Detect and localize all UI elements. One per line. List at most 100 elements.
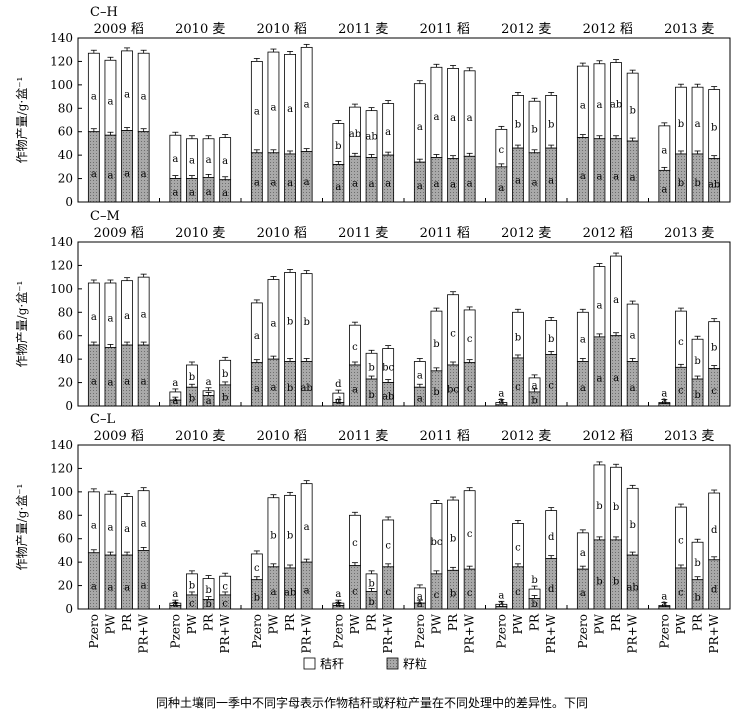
straw-significance-letter: d <box>548 532 555 543</box>
straw-significance-letter: bc <box>382 362 394 373</box>
grain-significance-letter: a <box>433 179 439 190</box>
grain-significance-letter: c <box>467 588 473 599</box>
x-tick-label: Pzero <box>413 614 427 648</box>
grain-bar <box>610 138 622 203</box>
grain-significance-letter: a <box>613 373 619 384</box>
straw-significance-letter: a <box>141 519 147 530</box>
grain-significance-letter: a <box>270 382 276 393</box>
straw-significance-letter: d <box>335 379 342 390</box>
grain-significance-letter: ab <box>382 392 394 403</box>
straw-significance-letter: b <box>515 332 521 343</box>
x-tick-label: PW <box>266 613 280 634</box>
y-tick-label: 120 <box>50 258 73 272</box>
straw-significance-letter: b <box>515 119 521 130</box>
grain-significance-letter: a <box>189 188 195 199</box>
straw-significance-letter: c <box>385 541 391 552</box>
panel-label: C–L <box>90 412 115 427</box>
straw-significance-letter: a <box>417 371 423 382</box>
straw-significance-letter: a <box>124 311 130 322</box>
straw-significance-letter: b <box>450 534 456 545</box>
grain-significance-letter: a <box>141 581 147 592</box>
grain-significance-letter: a <box>661 184 667 195</box>
straw-significance-letter: a <box>630 331 636 342</box>
straw-significance-letter: a <box>254 331 260 342</box>
x-tick-label: PR <box>283 613 297 631</box>
straw-significance-letter: a <box>124 90 130 101</box>
straw-significance-letter: a <box>91 91 97 102</box>
grain-significance-letter: a <box>548 175 554 186</box>
grain-significance-letter: b <box>222 393 228 404</box>
straw-significance-letter: b <box>222 369 228 380</box>
straw-significance-letter: c <box>254 563 260 574</box>
grain-significance-letter: c <box>189 598 195 609</box>
season-label: 2010 麦 <box>175 429 225 444</box>
season-label: 2011 稻 <box>420 429 470 444</box>
grain-significance-letter: ab <box>300 383 312 394</box>
grain-significance-letter: a <box>172 599 178 610</box>
grain-bar <box>626 140 639 203</box>
straw-significance-letter: b <box>711 342 717 353</box>
y-tick-label: 140 <box>50 235 73 249</box>
y-tick-label: 100 <box>50 485 73 499</box>
straw-significance-letter: a <box>107 523 113 534</box>
y-tick-label: 80 <box>58 508 73 522</box>
legend-label-straw: 秸秆 <box>320 657 344 671</box>
grain-significance-letter: c <box>222 598 228 609</box>
grain-significance-letter: d <box>548 584 555 595</box>
grain-significance-letter: a <box>304 177 310 188</box>
y-tick-label: 0 <box>65 399 73 413</box>
x-tick-label: Pzero <box>168 614 182 648</box>
straw-significance-letter: a <box>661 388 667 399</box>
y-tick-label: 60 <box>58 125 73 139</box>
grain-significance-letter: c <box>515 382 521 393</box>
grain-significance-letter: a <box>91 582 97 593</box>
season-label: 2013 麦 <box>664 226 714 241</box>
straw-significance-letter: a <box>450 113 456 124</box>
grain-significance-letter: a <box>270 177 276 188</box>
grain-significance-letter: a <box>222 188 228 199</box>
y-tick-label: 60 <box>58 532 73 546</box>
straw-significance-letter: a <box>91 520 97 531</box>
x-tick-label: PW <box>511 613 525 634</box>
grain-significance-letter: a <box>304 585 310 596</box>
x-tick-label: PR <box>365 613 379 631</box>
grain-significance-letter: a <box>107 582 113 593</box>
straw-significance-letter: a <box>385 127 391 138</box>
straw-significance-letter: ab <box>349 129 361 140</box>
grain-significance-letter: a <box>613 172 619 183</box>
season-label: 2010 稻 <box>257 429 307 444</box>
panel-label: C–M <box>90 209 120 224</box>
grain-significance-letter: a <box>91 169 97 180</box>
straw-significance-letter: b <box>613 502 619 513</box>
x-tick-label: PR+W <box>300 613 314 653</box>
straw-significance-letter: b <box>548 119 554 130</box>
straw-significance-letter: b <box>711 123 717 134</box>
straw-significance-letter: b <box>629 106 635 117</box>
grain-significance-letter: a <box>498 396 504 407</box>
x-tick-label: PW <box>429 613 443 634</box>
straw-significance-letter: a <box>661 591 667 602</box>
straw-significance-letter: a <box>580 548 586 559</box>
straw-significance-letter: b <box>596 501 602 512</box>
straw-significance-letter: b <box>270 531 276 542</box>
grain-significance-letter: a <box>206 396 212 407</box>
grain-bar <box>104 134 117 203</box>
grain-significance-letter: a <box>172 188 178 199</box>
grain-significance-letter: b <box>596 576 602 587</box>
grain-significance-letter: b <box>613 576 619 587</box>
grain-significance-letter: a <box>417 181 423 192</box>
straw-significance-letter: b <box>531 575 537 586</box>
straw-significance-letter: a <box>304 100 310 111</box>
y-tick-label: 80 <box>58 101 73 115</box>
season-label: 2010 麦 <box>175 226 225 241</box>
straw-significance-letter: a <box>206 155 212 166</box>
straw-significance-letter: c <box>467 334 473 345</box>
season-label: 2009 稻 <box>94 226 144 241</box>
y-tick-label: 40 <box>58 352 73 366</box>
grain-significance-letter: a <box>124 582 130 593</box>
grain-significance-letter: a <box>335 599 341 610</box>
straw-significance-letter: b <box>678 119 684 130</box>
straw-significance-letter: b <box>694 558 700 569</box>
straw-significance-letter: c <box>678 536 684 547</box>
straw-significance-letter: a <box>596 100 602 111</box>
